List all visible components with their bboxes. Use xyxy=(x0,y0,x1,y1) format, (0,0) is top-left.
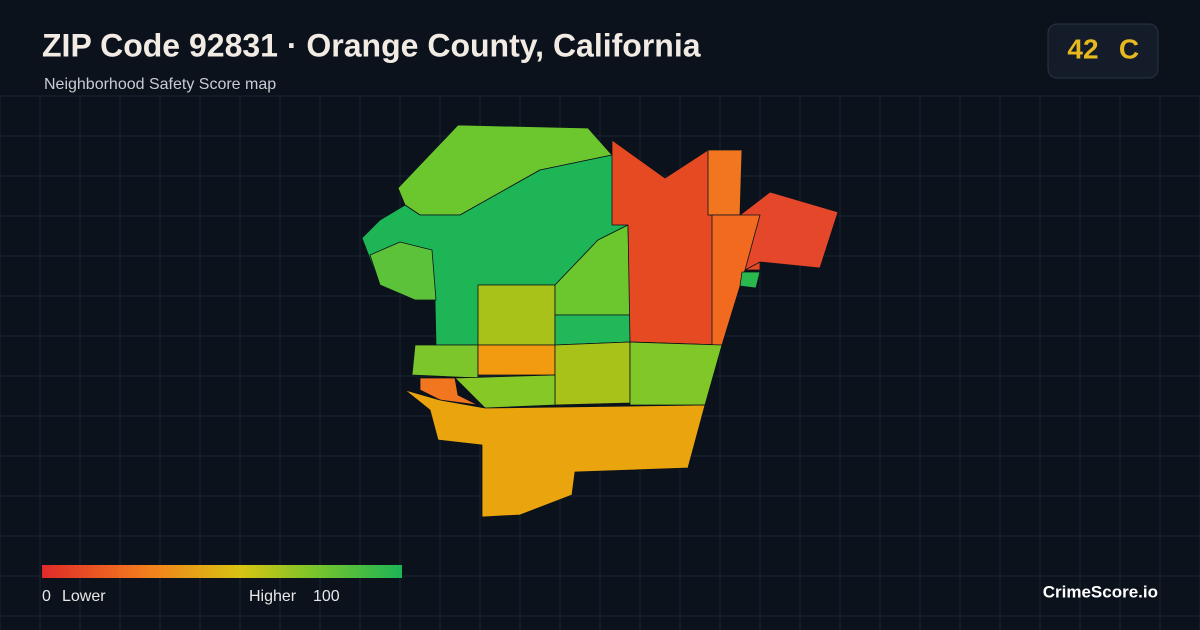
area xyxy=(419,377,479,406)
zip-map xyxy=(361,124,839,518)
area xyxy=(554,341,631,406)
area xyxy=(369,241,437,301)
area xyxy=(739,271,761,289)
legend-max-label: Higher xyxy=(249,588,297,605)
area xyxy=(711,214,761,346)
area xyxy=(477,284,556,346)
subtitle: Neighborhood Safety Score map xyxy=(44,76,276,93)
area xyxy=(404,389,706,518)
legend-min-label: Lower xyxy=(62,588,106,605)
area xyxy=(707,149,743,216)
area xyxy=(454,374,556,409)
legend-min: 0 xyxy=(42,588,51,605)
area xyxy=(411,344,479,379)
score-badge xyxy=(1047,23,1159,79)
legend-bar xyxy=(42,565,402,578)
area xyxy=(554,314,631,346)
legend-max: 100 xyxy=(313,588,340,605)
grid xyxy=(0,95,1200,630)
area xyxy=(477,344,556,376)
score-value: 42 xyxy=(1067,33,1098,64)
brand: CrimeScore.io xyxy=(1043,582,1158,601)
score-grade: C xyxy=(1119,33,1139,64)
title: ZIP Code 92831 · Orange County, Californ… xyxy=(42,27,701,63)
